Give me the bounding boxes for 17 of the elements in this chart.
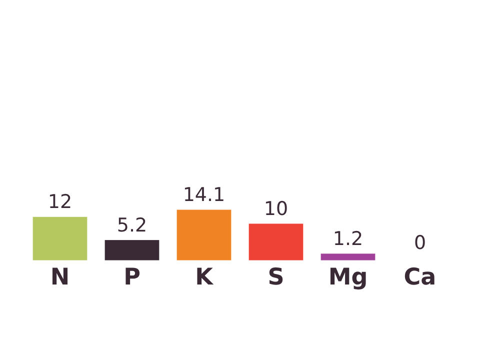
x-tick-label: P <box>124 264 140 290</box>
data-label: 5.2 <box>116 214 148 236</box>
x-tick-label: N <box>50 264 70 290</box>
data-label: 1.2 <box>332 228 364 250</box>
bar <box>248 224 304 260</box>
bar <box>176 210 232 260</box>
x-tick-label: S <box>268 264 284 290</box>
x-tick-label: Mg <box>328 264 368 290</box>
data-label: 12 <box>48 191 72 214</box>
bar <box>320 254 376 260</box>
x-tick-label: Ca <box>404 264 436 290</box>
bar <box>104 240 160 260</box>
data-label: 0 <box>414 232 426 254</box>
x-tick-label: K <box>195 264 214 290</box>
data-label: 14.1 <box>182 184 226 206</box>
bar <box>32 216 88 260</box>
data-label: 10 <box>264 198 288 220</box>
